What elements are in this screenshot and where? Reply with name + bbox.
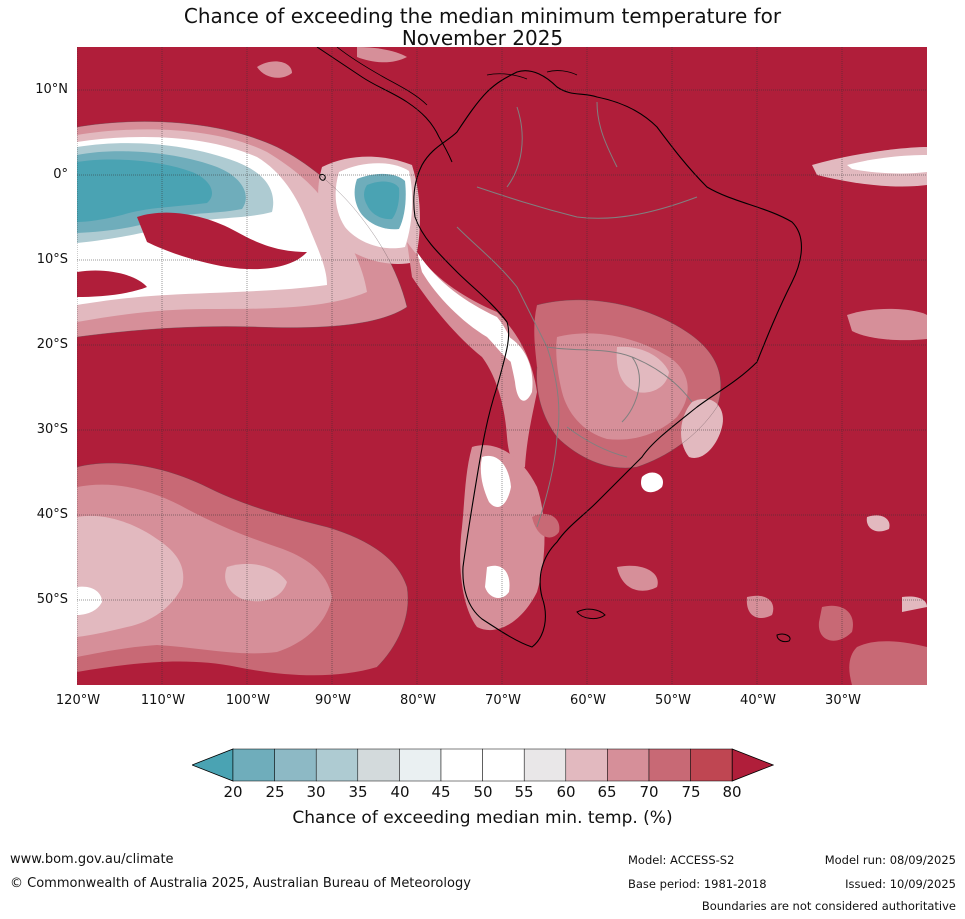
lat-label-0: 0° bbox=[53, 167, 68, 182]
lon-label-80w: 80°W bbox=[400, 693, 436, 708]
east-pacific-anomaly bbox=[318, 156, 420, 265]
colorbar-segment-30-35 bbox=[315, 748, 359, 782]
lon-label-120w: 120°W bbox=[55, 693, 101, 708]
lat-label-30s: 30°S bbox=[36, 422, 68, 437]
colorbar-segment-75-80 bbox=[690, 748, 733, 782]
colorbar-segment-40-45 bbox=[399, 748, 442, 782]
colorbar-tick-75: 75 bbox=[681, 783, 701, 801]
lat-label-50s: 50°S bbox=[36, 592, 68, 607]
lon-label-100w: 100°W bbox=[225, 693, 271, 708]
forecast-map bbox=[77, 47, 927, 685]
central-america-coastline bbox=[316, 47, 453, 163]
colorbar-tick-30: 30 bbox=[306, 783, 326, 801]
colorbar-tick-45: 45 bbox=[431, 783, 451, 801]
colorbar-segment-20-25 bbox=[232, 748, 275, 782]
lon-label-70w: 70°W bbox=[485, 693, 521, 708]
country-borders bbox=[456, 101, 698, 528]
lat-label-20s: 20°S bbox=[36, 337, 68, 352]
forecast-map-canvas bbox=[77, 47, 927, 685]
south-america-coastline bbox=[413, 70, 803, 648]
footer-issued: Issued: 10/09/2025 bbox=[845, 877, 956, 891]
patagonia-anomaly bbox=[460, 445, 560, 631]
colorbar-segment-70-75 bbox=[648, 748, 691, 782]
colorbar-segment-35-40 bbox=[357, 748, 400, 782]
footer-model-run: Model run: 08/09/2025 bbox=[824, 853, 956, 867]
gridlines bbox=[77, 47, 927, 685]
southeast-pacific-anomaly bbox=[77, 463, 408, 676]
lon-label-90w: 90°W bbox=[315, 693, 351, 708]
colorbar-segment-65-70 bbox=[607, 748, 650, 782]
colorbar-extend-high bbox=[731, 748, 774, 782]
equatorial-pacific-anomaly bbox=[77, 121, 407, 337]
lon-label-60w: 60°W bbox=[570, 693, 606, 708]
footer-disclaimer: Boundaries are not considered authoritat… bbox=[701, 899, 956, 913]
colorbar-tick-35: 35 bbox=[348, 783, 368, 801]
colorbar-segment-55-60 bbox=[523, 748, 567, 782]
lon-label-30w: 30°W bbox=[825, 693, 861, 708]
colorbar-segment-45-50 bbox=[440, 748, 483, 782]
colorbar-tick-55: 55 bbox=[514, 783, 534, 801]
colorbar-label: Chance of exceeding median min. temp. (%… bbox=[292, 808, 673, 828]
footer-model: Model: ACCESS-S2 bbox=[628, 853, 735, 867]
colorbar-tick-80: 80 bbox=[722, 783, 742, 801]
colorbar-tick-40: 40 bbox=[390, 783, 410, 801]
colorbar-segment-50-55 bbox=[482, 748, 525, 782]
lon-label-40w: 40°W bbox=[740, 693, 776, 708]
footer-base-period: Base period: 1981-2018 bbox=[628, 877, 767, 891]
colorbar-tick-50: 50 bbox=[473, 783, 493, 801]
footer-website: www.bom.gov.au/climate bbox=[10, 852, 174, 867]
footer-copyright: © Commonwealth of Australia 2025, Austra… bbox=[10, 876, 471, 891]
colorbar-segment-25-30 bbox=[274, 748, 317, 782]
lon-label-110w: 110°W bbox=[140, 693, 186, 708]
colorbar-extend-low bbox=[192, 748, 234, 782]
colorbar bbox=[192, 748, 774, 782]
colorbar-tick-60: 60 bbox=[556, 783, 576, 801]
map-title-line-2: November 2025 bbox=[401, 26, 564, 50]
lat-label-10s: 10°S bbox=[36, 252, 68, 267]
map-title-line-1: Chance of exceeding the median minimum t… bbox=[183, 4, 782, 28]
colorbar-segment-60-65 bbox=[565, 748, 608, 782]
lon-label-50w: 50°W bbox=[655, 693, 691, 708]
lat-label-10n: 10°N bbox=[35, 82, 68, 97]
colorbar-tick-25: 25 bbox=[265, 783, 285, 801]
colorbar-tick-20: 20 bbox=[223, 783, 243, 801]
colorbar-tick-65: 65 bbox=[597, 783, 617, 801]
lat-label-40s: 40°S bbox=[36, 507, 68, 522]
colorbar-tick-70: 70 bbox=[639, 783, 659, 801]
